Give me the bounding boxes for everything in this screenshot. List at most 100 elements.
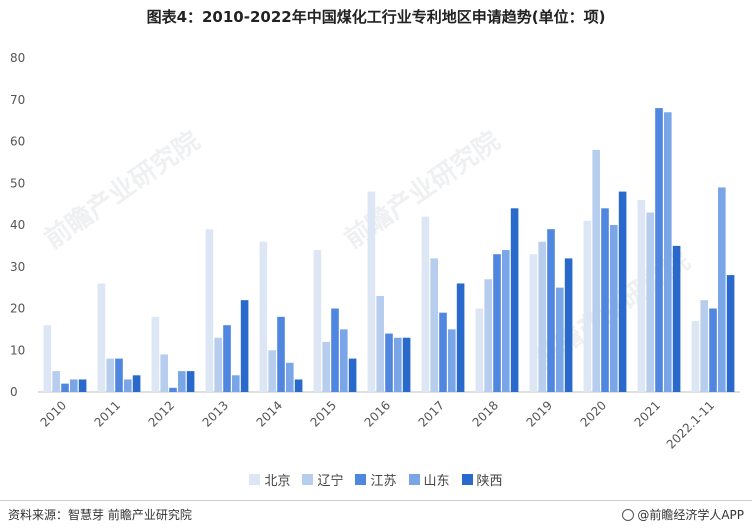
legend-swatch xyxy=(355,474,367,485)
chart-title: 图表4：2010-2022年中国煤化工行业专利地区申请趋势(单位：项) xyxy=(146,8,606,26)
bar xyxy=(205,229,214,392)
bar xyxy=(655,108,663,392)
bar xyxy=(115,358,123,392)
legend-swatch xyxy=(302,474,314,485)
y-tick-label: 60 xyxy=(10,135,25,149)
bar xyxy=(70,379,78,392)
brand-credit: @前瞻经济学人APP xyxy=(622,506,744,523)
bar xyxy=(664,112,672,393)
legend-swatch xyxy=(461,474,473,485)
bar xyxy=(538,241,546,392)
bar xyxy=(268,350,276,392)
bar xyxy=(376,295,384,392)
legend-swatch xyxy=(249,474,261,485)
bar xyxy=(592,149,600,392)
x-tick-label: 2019 xyxy=(524,398,555,429)
x-tick-label: 2015 xyxy=(308,398,339,429)
bar xyxy=(529,254,538,392)
bar xyxy=(52,371,60,392)
bar xyxy=(672,245,681,392)
bar xyxy=(160,354,168,392)
y-tick-label: 20 xyxy=(10,302,25,316)
bar xyxy=(421,216,430,392)
bar xyxy=(259,241,268,392)
bar xyxy=(700,300,708,392)
bar xyxy=(718,187,726,392)
legend-label: 江苏 xyxy=(370,474,397,489)
x-tick-label: 2011 xyxy=(92,398,123,429)
bar xyxy=(97,283,106,392)
bar xyxy=(124,379,132,392)
bar xyxy=(691,321,700,392)
chart-legend: 北京 辽宁 江苏 山东 陕西 xyxy=(0,470,752,489)
bar xyxy=(277,316,285,392)
bar xyxy=(618,191,627,392)
bar xyxy=(394,337,402,392)
x-tick-label: 2013 xyxy=(200,398,231,429)
brand-text: @前瞻经济学人APP xyxy=(637,508,744,522)
x-tick-label: 2012 xyxy=(146,398,177,429)
bar xyxy=(709,308,717,392)
legend-label: 辽宁 xyxy=(317,474,344,489)
bar xyxy=(601,208,609,392)
x-tick-label: 2020 xyxy=(578,398,609,429)
x-tick-label: 2018 xyxy=(470,398,501,429)
y-tick-label: 80 xyxy=(10,51,25,65)
bar xyxy=(502,250,510,392)
y-tick-label: 10 xyxy=(10,343,25,357)
bar xyxy=(637,199,646,392)
bar xyxy=(547,229,555,392)
y-tick-label: 50 xyxy=(10,176,25,190)
x-tick-label: 2016 xyxy=(362,398,393,429)
bar xyxy=(493,254,501,392)
legend-label: 山东 xyxy=(423,474,450,489)
legend-item: 山东 xyxy=(408,470,450,489)
bar xyxy=(475,308,484,392)
y-tick-label: 40 xyxy=(10,218,25,232)
y-tick-label: 0 xyxy=(10,385,18,399)
legend-item: 陕西 xyxy=(461,470,503,489)
bar xyxy=(214,337,222,392)
bar xyxy=(78,379,87,392)
legend-item: 辽宁 xyxy=(302,470,343,489)
bar xyxy=(385,333,393,392)
bar xyxy=(583,220,592,392)
bar xyxy=(564,258,573,392)
bar xyxy=(223,325,231,392)
y-tick-label: 30 xyxy=(10,260,25,274)
brand-logo-icon xyxy=(622,508,635,521)
bar xyxy=(169,387,177,392)
bar xyxy=(151,316,160,392)
bar xyxy=(456,283,465,392)
x-tick-label: 2017 xyxy=(416,398,447,429)
y-tick-label: 70 xyxy=(10,93,25,107)
bar xyxy=(726,275,735,392)
x-tick-label: 2021 xyxy=(632,398,663,429)
x-tick-label: 2014 xyxy=(254,398,285,429)
bar xyxy=(331,308,339,392)
bar xyxy=(430,258,438,392)
bar xyxy=(448,329,456,392)
bar xyxy=(132,375,141,392)
legend-label: 陕西 xyxy=(476,474,503,489)
bar xyxy=(286,362,294,392)
bar xyxy=(348,358,357,392)
bar xyxy=(484,279,492,392)
bar xyxy=(556,287,564,392)
bar xyxy=(106,358,114,392)
bar xyxy=(61,383,69,392)
bar xyxy=(232,375,240,392)
legend-label: 北京 xyxy=(264,474,291,489)
x-tick-label: 2010 xyxy=(38,398,69,429)
bar xyxy=(43,325,52,392)
bar xyxy=(340,329,348,392)
bar xyxy=(610,225,618,392)
bar xyxy=(322,341,330,392)
source-note: 资料来源：智慧芽 前瞻产业研究院 xyxy=(8,508,192,522)
bar xyxy=(367,191,376,392)
bar xyxy=(313,250,322,392)
bar xyxy=(240,300,249,392)
footer-divider xyxy=(0,500,752,501)
bar xyxy=(510,208,519,392)
